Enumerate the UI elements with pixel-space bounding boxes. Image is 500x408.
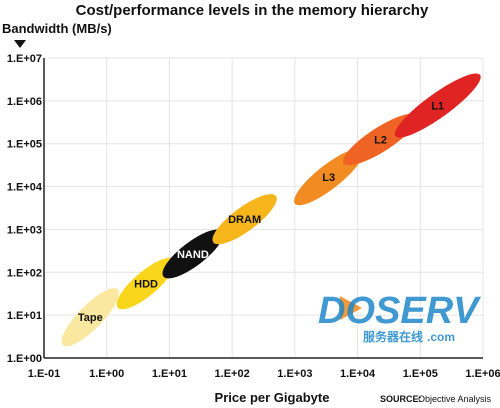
source-key: SOURCE: (380, 394, 422, 404)
hdd-label: HDD (134, 278, 158, 290)
y-tick-label: 1.E+05 (7, 139, 42, 151)
x-tick-label: 1.E+06 (465, 368, 500, 380)
dram-blob (212, 194, 277, 245)
y-axis-arrow-icon (14, 40, 26, 48)
watermark-sub: 服务器在线 (363, 329, 423, 344)
x-tick-label: 1.E+05 (403, 368, 438, 380)
l3-label: L3 (322, 172, 335, 184)
memory-tier-blobs: Tape HDD NAND DRAM L3 L2 L1 (61, 73, 481, 347)
x-tick-label: 1.E+04 (340, 368, 376, 380)
y-tick-label: 1.E+02 (7, 267, 42, 279)
watermark-main: DOSERV (318, 290, 481, 332)
tape-label: Tape (78, 312, 103, 324)
y-tick-label: 1.E+07 (7, 53, 42, 65)
y-tick-label: 1.E+03 (7, 224, 42, 236)
grid (43, 57, 484, 359)
y-tick-label: 1.E+06 (7, 96, 42, 108)
y-tick-label: 1.E+00 (7, 353, 42, 365)
source-value: Objective Analysis (418, 394, 492, 404)
y-axis-label: Bandwidth (MB/s) (2, 21, 112, 36)
y-tick-label: 1.E+04 (7, 182, 43, 194)
x-tick-label: 1.E+03 (277, 368, 312, 380)
x-tick-label: 1.E-01 (28, 368, 60, 380)
hdd-blob (116, 257, 176, 310)
x-tick-label: 1.E+00 (89, 368, 124, 380)
dram-label: DRAM (228, 214, 261, 226)
tape-blob (61, 288, 120, 347)
x-tick-label: 1.E+02 (215, 368, 250, 380)
axis-ticks: 1.E-01 1.E+00 1.E+01 1.E+02 1.E+03 1.E+04 1.E+… (7, 53, 500, 380)
l1-label: L1 (431, 101, 444, 113)
x-tick-label: 1.E+01 (152, 368, 187, 380)
l1-blob (394, 73, 481, 138)
l2-label: L2 (374, 134, 387, 146)
watermark-domain: .com (427, 330, 455, 344)
y-tick-label: 1.E+01 (7, 310, 42, 322)
nand-label: NAND (177, 249, 209, 261)
x-axis-label: Price per Gigabyte (215, 390, 330, 405)
watermark: DOSERV 服务器在线 .com (318, 290, 481, 344)
source-note: SOURCE: Objective Analysis (380, 394, 492, 404)
nand-blob (162, 229, 224, 279)
chart-title: Cost/performance levels in the memory hi… (76, 2, 429, 19)
play-logo-icon (340, 296, 362, 320)
